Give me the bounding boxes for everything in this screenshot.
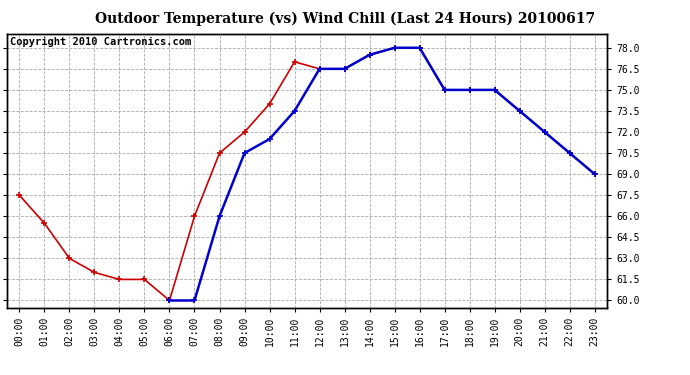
Text: Copyright 2010 Cartronics.com: Copyright 2010 Cartronics.com xyxy=(10,36,191,46)
Text: Outdoor Temperature (vs) Wind Chill (Last 24 Hours) 20100617: Outdoor Temperature (vs) Wind Chill (Las… xyxy=(95,11,595,26)
